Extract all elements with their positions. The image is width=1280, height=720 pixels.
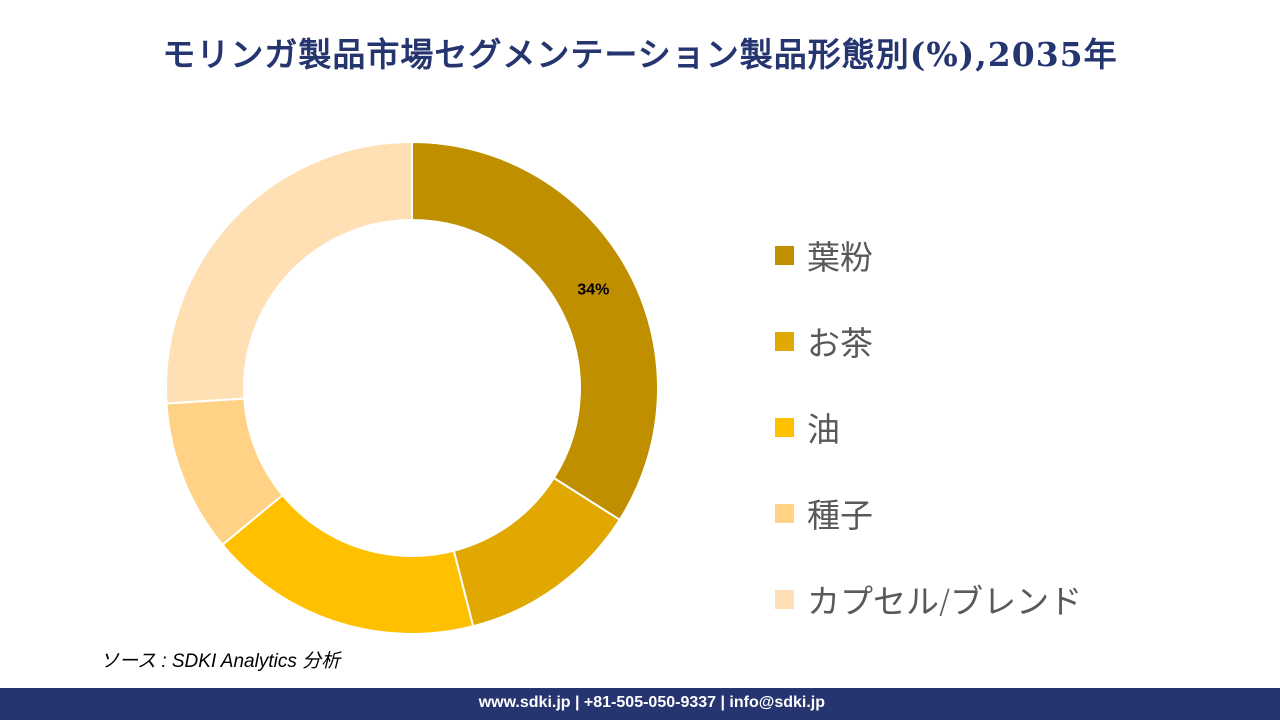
footer-contact: www.sdki.jp | +81-505-050-9337 | info@sd… xyxy=(478,694,825,711)
data-label: 34% xyxy=(577,281,609,298)
legend-swatch xyxy=(775,331,794,351)
donut-chart: 34% xyxy=(165,140,659,635)
legend-label: お茶 xyxy=(807,324,873,363)
legend-item: 油 xyxy=(775,384,1082,470)
legend-swatch xyxy=(775,503,794,523)
legend-label: 油 xyxy=(807,410,840,449)
donut-segment-3 xyxy=(221,493,475,635)
legend-label: 葉粉 xyxy=(807,238,873,277)
footer-bar: www.sdki.jp | +81-505-050-9337 | info@sd… xyxy=(0,688,1280,720)
legend: 葉粉 お茶 油 種子 カプセル/ブレンド xyxy=(775,212,1082,642)
legend-label: 種子 xyxy=(807,496,873,535)
chart-title: モリンガ製品市場セグメンテーション製品形態別(%),2035年 xyxy=(162,35,1118,74)
donut-segment-1 xyxy=(411,140,659,522)
legend-swatch xyxy=(775,245,794,265)
legend-item: カプセル/ブレンド xyxy=(775,556,1082,642)
legend-label: カプセル/ブレンド xyxy=(807,582,1083,621)
legend-item: 葉粉 xyxy=(775,212,1082,298)
source-note: ソース : SDKI Analytics 分析 xyxy=(100,651,341,672)
legend-swatch xyxy=(775,589,794,609)
legend-swatch xyxy=(775,417,794,437)
donut-segment-5 xyxy=(165,140,413,405)
legend-item: 種子 xyxy=(775,470,1082,556)
legend-item: お茶 xyxy=(775,298,1082,384)
